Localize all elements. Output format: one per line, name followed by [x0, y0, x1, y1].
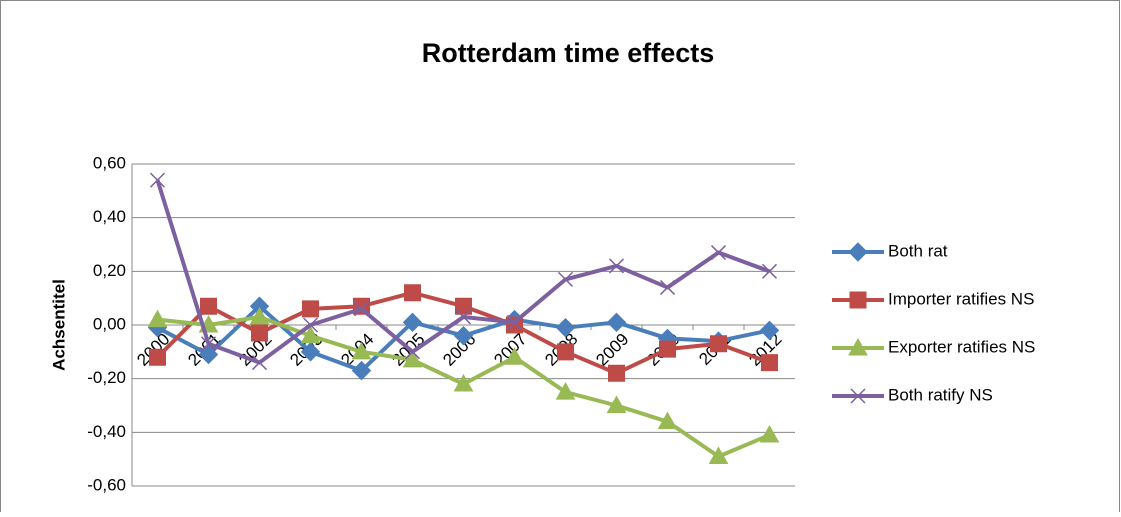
y-tick-label: -0,60: [87, 475, 126, 494]
marker: [302, 317, 319, 333]
y-tick-label: 0,40: [93, 207, 126, 226]
marker: [710, 335, 727, 353]
marker: [453, 374, 474, 392]
y-tick-label: 0,20: [93, 261, 126, 280]
marker: [200, 297, 217, 315]
chart-title: Rotterdam time effects: [422, 38, 715, 68]
marker: [453, 326, 474, 346]
y-tick-label: 0,00: [93, 314, 126, 333]
marker: [302, 300, 319, 318]
marker: [848, 337, 868, 356]
marker: [849, 291, 867, 309]
marker: [251, 355, 268, 371]
y-axis-label: Achsentitel: [49, 279, 68, 371]
marker: [606, 395, 627, 413]
y-tick-label: -0,20: [87, 368, 126, 387]
marker: [149, 172, 166, 188]
marker: [608, 258, 625, 274]
legend-label: Importer ratifies NS: [888, 289, 1034, 308]
marker: [710, 245, 727, 261]
marker: [606, 312, 627, 333]
marker: [353, 301, 370, 317]
marker: [659, 279, 676, 295]
marker: [402, 312, 423, 333]
marker: [761, 263, 778, 279]
marker: [455, 309, 472, 325]
marker: [759, 320, 780, 341]
marker: [300, 342, 321, 362]
marker: [351, 360, 372, 381]
marker: [249, 306, 270, 325]
marker: [657, 411, 678, 430]
y-tick-label: -0,40: [87, 422, 126, 441]
marker: [402, 349, 423, 368]
marker: [708, 446, 729, 464]
marker: [198, 344, 219, 365]
marker: [555, 382, 576, 400]
marker: [504, 347, 525, 365]
marker: [149, 348, 166, 366]
marker: [251, 324, 268, 342]
marker: [555, 317, 576, 338]
marker: [351, 341, 372, 360]
marker: [848, 242, 868, 262]
marker: [759, 424, 780, 443]
legend-label: Both ratify NS: [888, 385, 993, 404]
marker: [300, 325, 321, 344]
marker: [761, 354, 778, 372]
marker: [200, 336, 217, 352]
y-tick-label: 0,60: [93, 153, 126, 172]
legend-label: Both rat: [888, 241, 948, 260]
marker: [608, 364, 625, 382]
marker: [557, 343, 574, 361]
marker: [557, 271, 574, 287]
marker: [147, 309, 168, 328]
marker: [455, 297, 472, 315]
series: [149, 172, 778, 371]
marker: [404, 344, 421, 360]
marker: [506, 314, 523, 330]
marker: [659, 340, 676, 358]
marker: [850, 388, 866, 404]
legend-label: Exporter ratifies NS: [888, 337, 1035, 356]
marker: [404, 284, 421, 302]
